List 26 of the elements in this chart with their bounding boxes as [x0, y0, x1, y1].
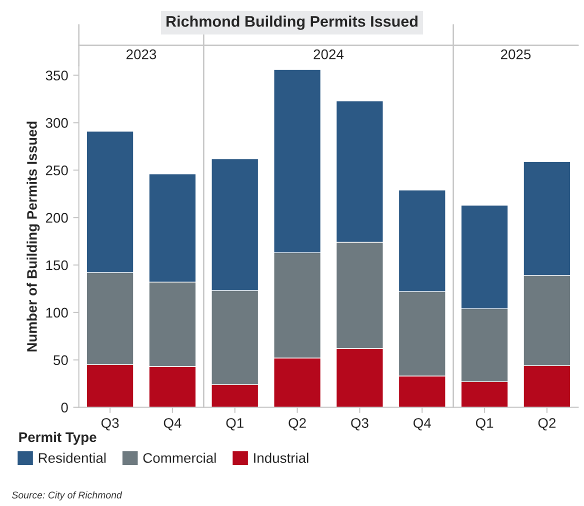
y-tick-label: 250	[46, 165, 68, 176]
x-tick-label: Q2	[288, 418, 306, 430]
text: 2024	[314, 49, 344, 60]
chart-title: Richmond Building Permits Issued	[166, 16, 418, 30]
legend-title: Permit Type	[19, 432, 96, 445]
text: 2023	[126, 49, 156, 60]
y-tick-label: 300	[46, 118, 68, 128]
x-tick-label: Q2	[538, 418, 556, 430]
y-tick-label: 100	[46, 308, 68, 318]
x-tick-label: Q4	[164, 418, 182, 430]
source-note: Source: City of Richmond	[12, 491, 122, 500]
text: 2025	[500, 49, 531, 60]
x-tick-label: Q1	[226, 418, 244, 430]
y-tick-label: 50	[54, 355, 68, 366]
legend-label: Industrial	[254, 452, 308, 463]
y-axis-title: Number of Building Permits Issued	[26, 122, 40, 352]
x-tick-label: Q4	[414, 418, 431, 430]
x-tick-label: Q1	[476, 418, 494, 430]
y-tick-label: 350	[46, 70, 68, 80]
legend-label: Commercial	[143, 452, 216, 463]
y-tick-label: 150	[46, 260, 68, 270]
x-tick-label: Q3	[351, 418, 368, 430]
y-tick-label: 0	[61, 402, 68, 412]
y-tick-label: 200	[46, 212, 68, 223]
legend-label: Residential	[38, 452, 106, 463]
x-tick-label: Q3	[101, 418, 119, 430]
